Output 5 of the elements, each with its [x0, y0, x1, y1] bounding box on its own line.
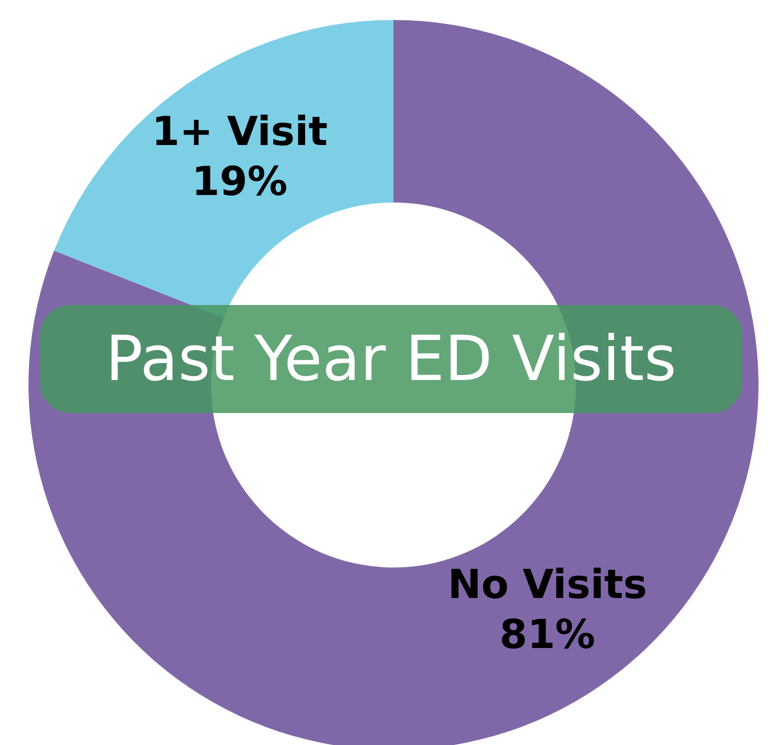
slice-label: No Visits — [448, 562, 648, 608]
text: Past Year ED Visits — [40, 305, 742, 413]
slice-label: 1+ Visit — [152, 108, 328, 155]
data-label: 19% — [192, 158, 288, 205]
data-label: 81% — [499, 612, 596, 658]
